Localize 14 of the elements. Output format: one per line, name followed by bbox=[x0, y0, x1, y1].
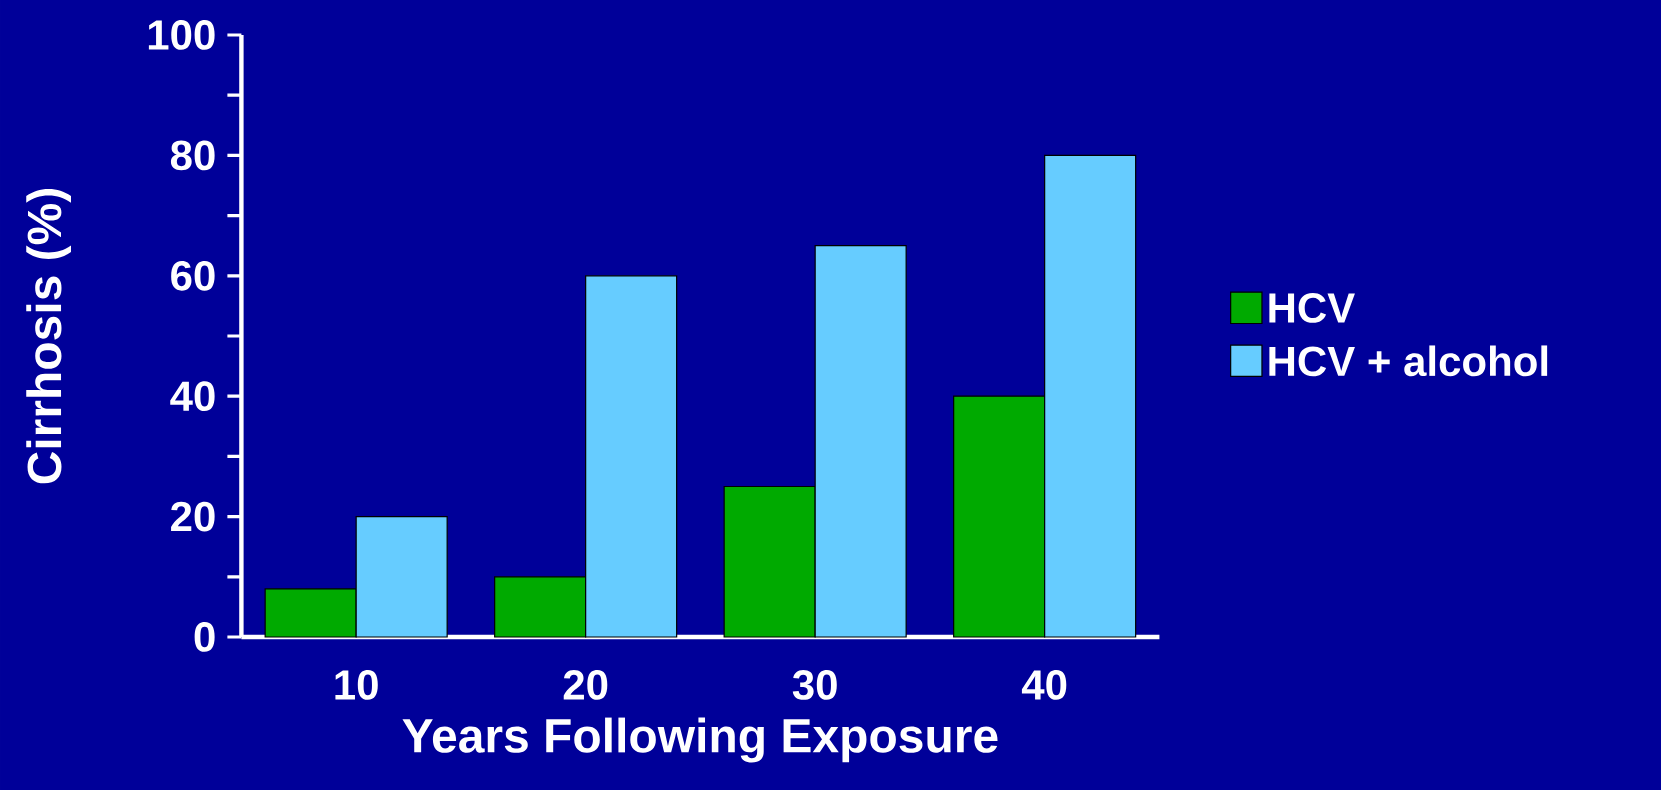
x-tick-label: 10 bbox=[335, 670, 378, 700]
y-tick-label: 20 bbox=[171, 501, 215, 532]
legend-label: HCV bbox=[1269, 293, 1355, 323]
y-tick-label: 60 bbox=[171, 260, 215, 291]
y-tick-label: 40 bbox=[170, 381, 215, 412]
y-tick-label: 100 bbox=[148, 20, 215, 50]
y-axis-title: Cirrhosis (%) bbox=[26, 189, 71, 484]
y-tick-label: 0 bbox=[194, 622, 215, 652]
x-tick-label: 40 bbox=[1021, 670, 1067, 700]
x-axis-title: Years Following Exposure bbox=[402, 717, 998, 763]
legend-label: HCV + alcohol bbox=[1269, 345, 1548, 377]
x-tick-label: 20 bbox=[563, 670, 608, 700]
x-tick-label: 30 bbox=[792, 670, 837, 700]
y-tick-label: 80 bbox=[170, 140, 215, 171]
